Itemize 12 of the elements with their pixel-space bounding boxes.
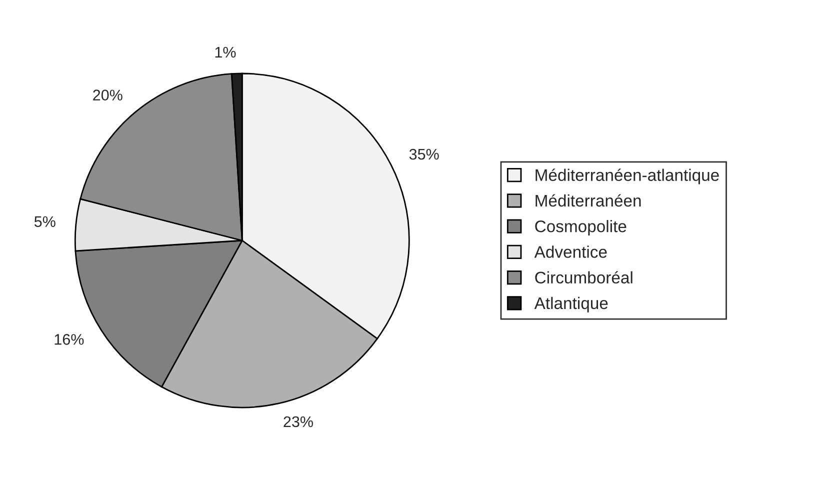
legend-label: Cosmopolite xyxy=(535,220,626,236)
data-label: 1% xyxy=(215,46,236,58)
data-label: 23% xyxy=(284,416,313,428)
legend-label: Méditerranéen-atlantique xyxy=(536,168,719,184)
data-label: 16% xyxy=(54,334,84,345)
legend-label: Adventice xyxy=(534,246,607,258)
legend-label: Atlantique xyxy=(534,296,608,312)
legend-label: Méditerranéen xyxy=(536,194,641,207)
data-label: 20% xyxy=(93,90,122,100)
data-label: 5% xyxy=(34,216,56,227)
data-label: 35% xyxy=(409,148,439,160)
legend-label: Circumboréal xyxy=(535,271,632,284)
